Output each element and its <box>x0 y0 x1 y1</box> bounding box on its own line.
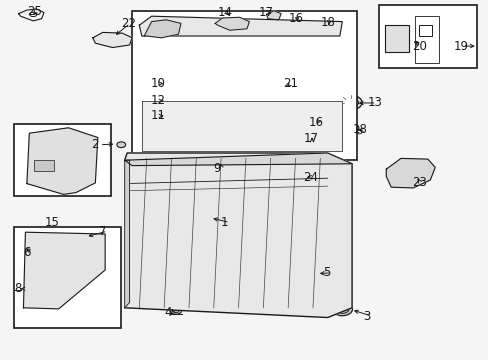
Ellipse shape <box>269 14 275 18</box>
Ellipse shape <box>418 17 431 27</box>
Bar <box>378 5 476 68</box>
Ellipse shape <box>295 18 299 21</box>
Ellipse shape <box>307 176 312 179</box>
Text: 2: 2 <box>91 138 98 151</box>
Text: 8: 8 <box>15 282 22 295</box>
Ellipse shape <box>165 96 181 106</box>
Polygon shape <box>93 32 132 48</box>
Ellipse shape <box>385 20 408 31</box>
Ellipse shape <box>29 12 37 17</box>
Ellipse shape <box>196 111 233 134</box>
Text: 23: 23 <box>411 176 426 189</box>
Ellipse shape <box>45 141 58 150</box>
Text: 22: 22 <box>121 17 136 30</box>
Polygon shape <box>266 11 281 20</box>
Ellipse shape <box>190 106 239 139</box>
Ellipse shape <box>20 286 33 294</box>
Ellipse shape <box>305 174 315 180</box>
Ellipse shape <box>319 272 325 276</box>
Text: 14: 14 <box>217 6 232 19</box>
Polygon shape <box>386 158 434 188</box>
Text: 11: 11 <box>150 109 165 122</box>
Bar <box>132 11 356 160</box>
Ellipse shape <box>335 305 348 313</box>
Text: 13: 13 <box>367 96 382 109</box>
Ellipse shape <box>117 142 125 148</box>
Ellipse shape <box>79 247 89 253</box>
Polygon shape <box>124 160 129 308</box>
Ellipse shape <box>325 21 330 25</box>
Text: 15: 15 <box>45 216 60 229</box>
Ellipse shape <box>73 154 81 161</box>
Ellipse shape <box>385 47 408 57</box>
Text: 10: 10 <box>150 77 165 90</box>
Text: 7: 7 <box>99 225 106 238</box>
Ellipse shape <box>166 111 180 119</box>
Text: 24: 24 <box>303 171 318 184</box>
Ellipse shape <box>260 111 296 134</box>
Text: 18: 18 <box>352 123 367 136</box>
Text: 18: 18 <box>320 16 334 29</box>
Text: 20: 20 <box>411 40 426 53</box>
Polygon shape <box>144 20 181 38</box>
Ellipse shape <box>418 33 431 39</box>
Ellipse shape <box>172 308 179 312</box>
Ellipse shape <box>324 20 332 26</box>
Ellipse shape <box>317 270 327 278</box>
Ellipse shape <box>280 86 288 94</box>
Ellipse shape <box>170 306 182 314</box>
Ellipse shape <box>420 58 429 64</box>
Ellipse shape <box>331 302 352 316</box>
Ellipse shape <box>166 79 181 88</box>
Text: 5: 5 <box>322 266 329 279</box>
Text: 1: 1 <box>221 216 228 229</box>
Text: 16: 16 <box>308 116 324 129</box>
Text: 25: 25 <box>27 5 41 18</box>
Polygon shape <box>215 17 249 30</box>
Ellipse shape <box>339 95 361 110</box>
Ellipse shape <box>82 249 88 253</box>
Bar <box>34 160 54 171</box>
Ellipse shape <box>41 139 61 153</box>
Polygon shape <box>142 101 342 151</box>
Ellipse shape <box>404 169 416 177</box>
Bar <box>414 16 438 63</box>
Ellipse shape <box>343 98 358 107</box>
Text: 21: 21 <box>282 77 297 90</box>
Polygon shape <box>23 232 105 309</box>
Polygon shape <box>124 153 351 318</box>
Ellipse shape <box>419 48 430 55</box>
Text: 16: 16 <box>288 12 303 25</box>
Polygon shape <box>139 16 342 36</box>
Text: 4: 4 <box>164 306 171 319</box>
Text: 6: 6 <box>23 246 31 259</box>
Text: 9: 9 <box>213 162 220 175</box>
Text: 3: 3 <box>362 310 369 323</box>
Polygon shape <box>27 128 98 194</box>
Bar <box>14 227 121 328</box>
Text: 17: 17 <box>303 132 318 145</box>
Bar <box>385 25 408 52</box>
Text: 12: 12 <box>150 94 165 107</box>
Ellipse shape <box>311 119 319 125</box>
Ellipse shape <box>24 288 30 292</box>
Polygon shape <box>124 153 351 166</box>
Ellipse shape <box>317 124 323 128</box>
Ellipse shape <box>356 130 361 134</box>
Ellipse shape <box>308 135 315 140</box>
Bar <box>418 25 431 36</box>
Text: 19: 19 <box>453 40 468 53</box>
Text: 17: 17 <box>258 6 273 19</box>
Ellipse shape <box>293 17 301 23</box>
Ellipse shape <box>349 125 358 131</box>
Ellipse shape <box>254 106 303 139</box>
Bar <box>14 124 111 196</box>
